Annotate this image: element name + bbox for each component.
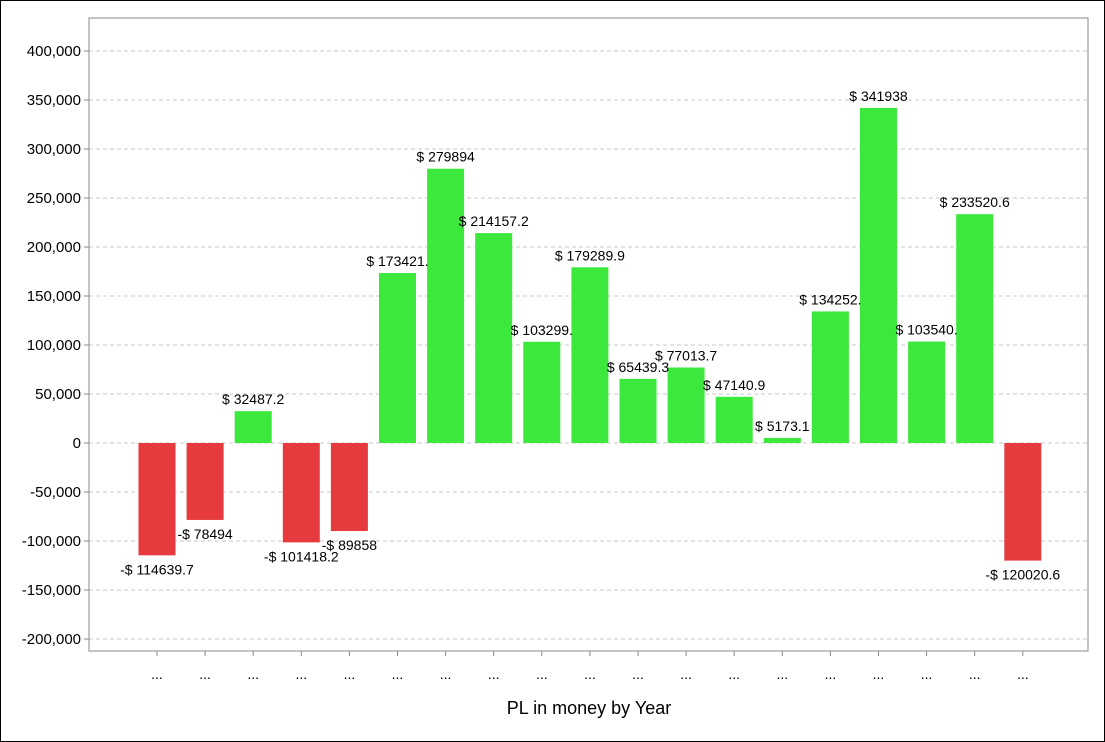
x-tick-label: ... [392,666,404,682]
bars [138,107,1042,561]
x-axis-title: PL in money by Year [507,698,671,718]
data-label: -$ 101418.2 [264,548,339,564]
x-tick-label: ... [536,666,548,682]
axes [88,17,1089,652]
data-label: $ 65439.3 [607,359,669,375]
data-label: $ 32487.2 [222,391,284,407]
data-label: -$ 120020.6 [985,567,1060,583]
data-labels: -$ 114639.7-$ 78494$ 32487.2-$ 101418.2-… [120,88,1060,583]
bar [475,233,513,443]
data-label: $ 77013.7 [655,348,717,364]
bar [234,411,272,443]
y-tick-label: 200,000 [27,239,81,256]
plot-area-border [88,17,1089,652]
x-tick-label: ... [247,666,259,682]
data-label: $ 103540. [895,322,957,338]
data-label: $ 47140.9 [703,377,765,393]
y-tick-label: 300,000 [27,141,81,158]
bar [138,443,176,556]
y-tick-label: -50,000 [30,484,81,501]
data-label: $ 134252. [799,291,861,307]
x-tick-label: ... [440,666,452,682]
data-label: $ 279894 [416,149,475,165]
y-tick-label: 350,000 [27,92,81,109]
x-axis-tick-labels: ........................................… [151,651,1029,682]
y-tick-label: 150,000 [27,288,81,305]
x-tick-label: ... [728,666,740,682]
data-label: $ 233520.6 [940,194,1010,210]
bar [330,443,368,532]
y-tick-label: -150,000 [22,582,81,599]
y-axis-tick-labels: 400,000 350,000 300,000 250,000 200,000 150,0… [22,43,81,648]
data-label: $ 214157.2 [459,213,529,229]
data-label: -$ 89858 [322,537,377,553]
bar [282,443,320,543]
x-tick-label: ... [873,666,885,682]
bar [715,396,753,443]
bar [619,378,657,443]
y-tick-label: -100,000 [22,533,81,550]
data-label: $ 103299. [511,322,573,338]
bar [186,443,224,520]
y-tick-label: 400,000 [27,43,81,60]
x-tick-label: ... [199,666,211,682]
bar [1004,443,1042,561]
bar [763,437,801,443]
data-label: $ 173421. [366,253,428,269]
x-tick-label: ... [584,666,596,682]
bar [811,311,849,443]
bar [523,341,561,443]
bar [860,107,897,443]
x-tick-label: ... [344,666,356,682]
bar [956,214,994,443]
x-tick-label: ... [488,666,500,682]
x-tick-label: ... [632,666,644,682]
y-tick-label: 250,000 [27,190,81,207]
y-tick-label: 100,000 [27,337,81,354]
bar [667,367,705,443]
x-tick-label: ... [295,666,307,682]
data-label: -$ 114639.7 [120,561,194,577]
x-tick-label: ... [776,666,788,682]
bar [908,341,946,443]
bar [379,273,416,443]
x-tick-label: ... [969,666,981,682]
x-tick-label: ... [921,666,933,682]
bar [427,168,465,444]
bar [571,267,609,443]
y-tick-label: -200,000 [22,631,81,648]
x-tick-label: ... [825,666,837,682]
data-label: $ 341938 [849,88,908,104]
x-tick-label: ... [680,666,692,682]
x-tick-label: ... [151,666,163,682]
data-label: -$ 78494 [177,526,232,542]
y-tick-label: 50,000 [35,386,81,403]
y-tick-label: 0 [73,435,81,452]
data-label: $ 179289.9 [555,247,625,263]
data-label: $ 5173.1 [755,418,810,434]
x-tick-label: ... [1017,666,1029,682]
